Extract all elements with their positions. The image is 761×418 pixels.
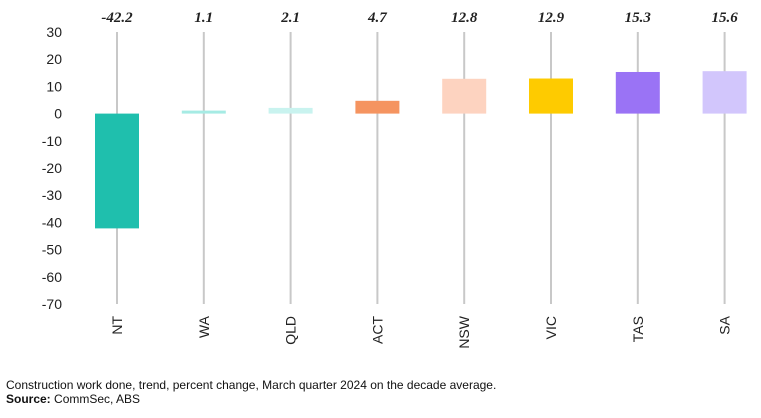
chart-caption: Construction work done, trend, percent c… bbox=[6, 378, 497, 392]
y-tick-label: -10 bbox=[42, 133, 62, 149]
bar-nt bbox=[95, 113, 139, 229]
x-tick-label: NSW bbox=[456, 315, 472, 348]
y-tick-label: 20 bbox=[46, 51, 62, 67]
data-label: 1.1 bbox=[194, 10, 213, 26]
y-tick-label: 0 bbox=[54, 106, 62, 122]
y-tick-label: -20 bbox=[42, 160, 62, 176]
data-label: 12.9 bbox=[538, 10, 565, 26]
bars bbox=[95, 71, 747, 229]
data-label: 4.7 bbox=[367, 10, 387, 26]
data-labels: -42.2 1.1 2.1 4.7 12.8 12.9 15.3 15.6 bbox=[101, 10, 738, 26]
bar-wa bbox=[181, 110, 226, 114]
bar-vic bbox=[529, 78, 573, 114]
source-line: Source: CommSec, ABS bbox=[6, 392, 140, 406]
data-label: 2.1 bbox=[280, 10, 300, 26]
y-tick-label: -30 bbox=[42, 187, 62, 203]
data-label: 15.6 bbox=[711, 10, 738, 26]
x-tick-label: ACT bbox=[369, 316, 385, 344]
data-label: 12.8 bbox=[451, 10, 478, 26]
y-tick-label: 10 bbox=[46, 78, 62, 94]
bar-qld bbox=[268, 107, 313, 114]
x-axis-tick-labels: NT WA QLD ACT NSW VIC TAS SA bbox=[109, 315, 733, 348]
x-tick-label: QLD bbox=[283, 316, 299, 345]
y-tick-label: -40 bbox=[42, 214, 62, 230]
source-text: CommSec, ABS bbox=[54, 392, 141, 406]
y-tick-label: 30 bbox=[46, 24, 62, 40]
source-label: Source: bbox=[6, 392, 51, 406]
data-label: 15.3 bbox=[625, 10, 652, 26]
x-tick-label: VIC bbox=[543, 316, 559, 339]
bar-sa bbox=[702, 71, 747, 114]
y-axis-tick-labels: 30 20 10 0 -10 -20 -30 -40 -50 -60 -70 bbox=[42, 24, 62, 312]
x-tick-label: TAS bbox=[630, 316, 646, 342]
bar-act bbox=[355, 100, 400, 114]
x-tick-label: WA bbox=[196, 315, 212, 338]
y-tick-label: -60 bbox=[42, 269, 62, 285]
x-tick-label: NT bbox=[109, 316, 125, 335]
y-tick-label: -70 bbox=[42, 296, 62, 312]
y-tick-label: -50 bbox=[42, 242, 62, 258]
bar-tas bbox=[615, 71, 660, 114]
bar-nsw bbox=[442, 78, 487, 114]
data-label: -42.2 bbox=[101, 10, 133, 26]
x-tick-label: SA bbox=[717, 315, 733, 334]
